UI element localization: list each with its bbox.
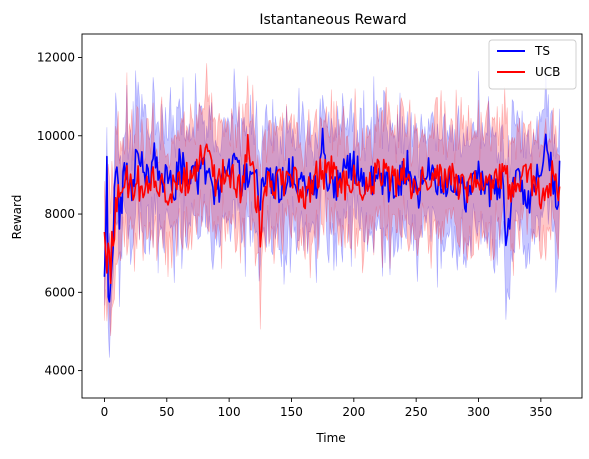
series-lines [103,127,561,303]
y-axis-label: Reward [10,195,24,240]
x-tick-label: 200 [342,405,365,419]
chart-title: Istantaneous Reward [259,12,406,28]
plot-frame [81,33,583,399]
x-tick-label: 250 [405,405,428,419]
y-tick-label: 12000 [37,50,75,64]
x-tick-label: 100 [218,405,241,419]
series-line-ucb [103,133,561,284]
y-tick-label: 6000 [44,285,75,299]
y-tick-label: 4000 [44,364,75,378]
y-tick-label: 8000 [44,207,75,221]
x-tick-label: 50 [159,405,174,419]
legend: TS UCB [488,39,577,90]
y-tick-label: 10000 [37,129,75,143]
legend-box [488,39,577,90]
x-tick-label: 0 [101,405,109,419]
x-tick-label: 300 [467,405,490,419]
confidence-bands [104,63,560,358]
x-tick-label: 350 [529,405,552,419]
x-tick-label: 150 [280,405,303,419]
legend-label-ucb: UCB [535,65,560,79]
legend-label-ts: TS [534,44,550,58]
axes: 0 50 100 150 200 250 300 350 4000 6000 8000 10000 12… [37,33,583,419]
x-axis-label: Time [315,431,345,445]
